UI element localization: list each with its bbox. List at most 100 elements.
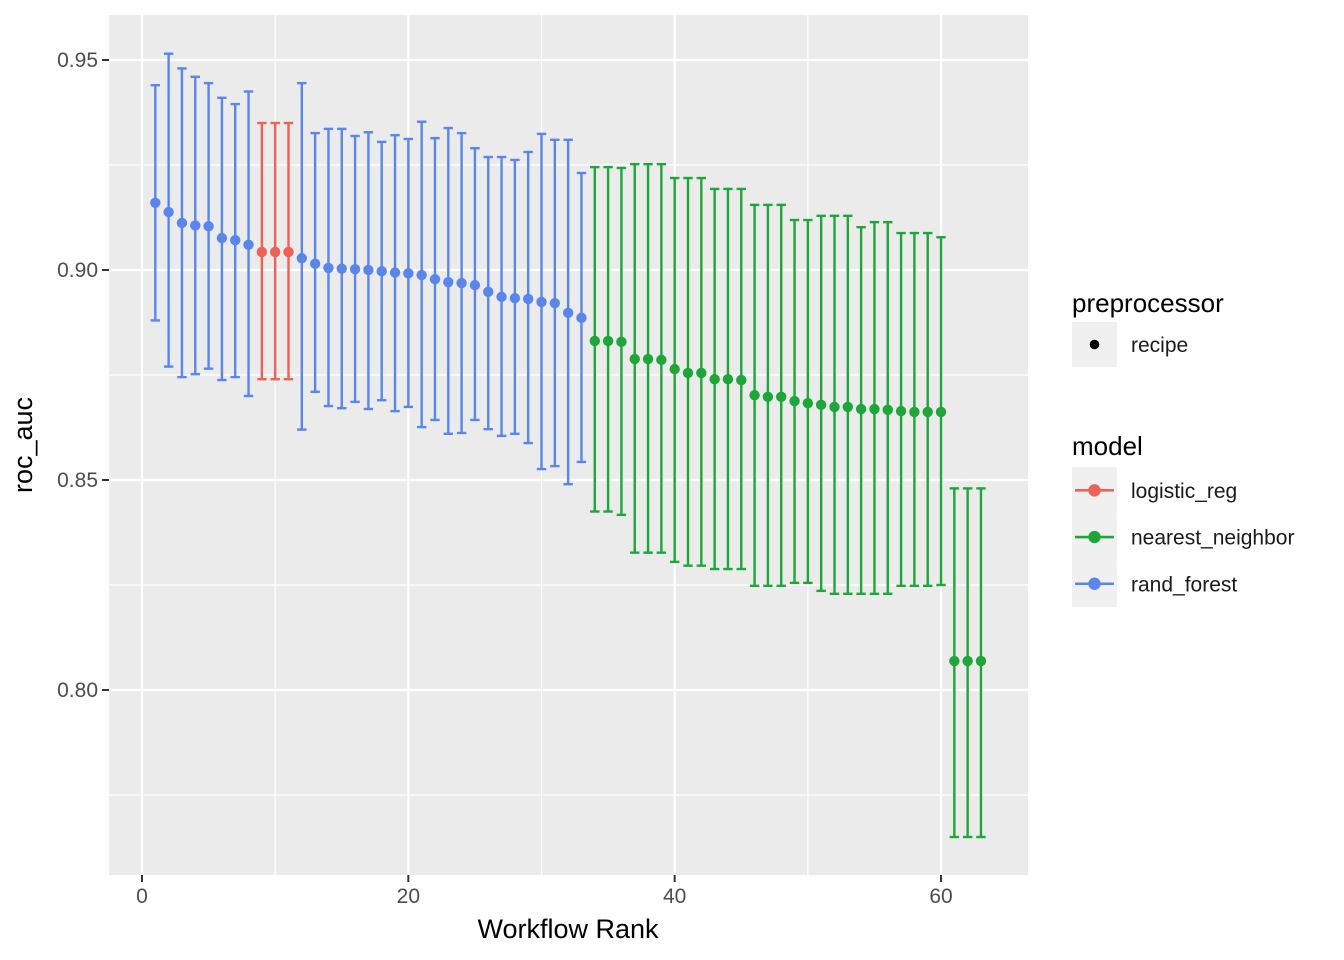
legend-preprocessor-keys: recipe (1072, 322, 1188, 367)
point-rank-35 (602, 335, 614, 347)
errorbar-rank-4 (190, 75, 201, 376)
point-rank-9 (256, 246, 268, 258)
errorbar-rank-56 (882, 220, 893, 596)
errorbar-rank-10 (269, 121, 281, 381)
point-rank-57 (895, 405, 907, 417)
errorbar-rank-49 (789, 218, 800, 585)
point-rank-30 (536, 296, 547, 308)
point-rank-24 (456, 277, 467, 289)
errorbar-rank-55 (869, 220, 880, 596)
y-tick-label: 0.80 (57, 679, 98, 702)
point-rank-4 (190, 220, 201, 231)
point-rank-17 (363, 264, 374, 276)
point-rank-40 (669, 363, 680, 375)
errorbar-rank-20 (403, 137, 414, 409)
errorbar-rank-48 (776, 203, 787, 588)
errorbar-rank-52 (829, 214, 840, 596)
errorbar-rank-57 (895, 231, 907, 588)
errorbar-rank-63 (975, 487, 987, 839)
point-rank-59 (922, 406, 933, 418)
point-rank-34 (589, 335, 600, 347)
point-rank-42 (696, 367, 707, 379)
point-rank-18 (376, 266, 387, 277)
errorbar-rank-9 (256, 121, 268, 381)
errorbar-rank-32 (562, 138, 574, 486)
x-tick-label: 0 (136, 885, 148, 908)
point-rank-26 (483, 286, 494, 298)
point-rank-28 (509, 292, 521, 304)
errorbar-rank-44 (722, 187, 734, 571)
point-rank-13 (309, 258, 321, 269)
point-rank-37 (629, 353, 640, 365)
errorbar-rank-60 (935, 236, 947, 587)
legend: preprocessor recipe model logistic_regne… (1072, 288, 1294, 608)
y-tick-label: 0.90 (57, 259, 98, 282)
point-rank-19 (389, 267, 401, 278)
point-rank-14 (323, 262, 334, 274)
errorbar-rank-19 (389, 133, 401, 413)
errorbar-rank-18 (376, 140, 387, 402)
point-rank-29 (522, 293, 534, 305)
point-rank-33 (576, 312, 587, 324)
point-rank-2 (163, 206, 174, 218)
point-rank-47 (762, 391, 774, 403)
point-rank-16 (349, 263, 361, 275)
point-rank-11 (283, 246, 294, 258)
axis-ticks: 0 20 40 60 0.95 0.90 0.85 0.80 (57, 49, 953, 908)
errorbar-rank-12 (296, 81, 308, 431)
x-tick-label: 20 (397, 885, 420, 908)
point-rank-62 (962, 655, 973, 667)
errorbar-rank-47 (762, 203, 774, 588)
point-rank-51 (815, 399, 827, 411)
x-tick-label: 60 (929, 885, 952, 908)
errorbar-rank-2 (163, 52, 174, 368)
errorbar-rank-39 (656, 162, 667, 554)
point-rank-7 (230, 234, 241, 246)
errorbar-rank-36 (616, 166, 627, 517)
errorbar-rank-27 (496, 155, 507, 438)
point-rank-1 (150, 197, 161, 208)
point-rank-6 (216, 232, 228, 244)
point-rank-36 (616, 336, 627, 348)
legend-label-logistic_reg: logistic_reg (1131, 480, 1237, 503)
point-rank-20 (403, 268, 414, 279)
legend-model-keys: logistic_reg nearest_neighbor rand_forest (1072, 467, 1294, 608)
y-tick-label: 0.95 (57, 49, 98, 72)
point-rank-44 (722, 374, 734, 385)
point-rank-48 (776, 391, 787, 403)
point-rank-45 (736, 374, 747, 386)
errorbar-rank-26 (483, 155, 494, 431)
errorbar-rank-50 (802, 218, 814, 585)
point-rank-58 (909, 406, 920, 418)
errorbar-rank-16 (349, 134, 361, 404)
errorbar-rank-5 (203, 81, 214, 370)
errorbar-rank-13 (309, 131, 321, 393)
errorbar-rank-41 (682, 176, 694, 567)
errorbar-rank-42 (696, 176, 707, 567)
errorbar-rank-21 (416, 120, 427, 429)
point-rank-56 (882, 404, 893, 416)
errorbar-rank-17 (363, 131, 374, 411)
legend-label-recipe: recipe (1131, 334, 1188, 357)
errorbar-rank-35 (602, 165, 614, 513)
errorbar-rank-62 (962, 487, 973, 839)
errorbar-rank-7 (230, 102, 241, 379)
errorbar-rank-8 (243, 90, 254, 398)
point-rank-43 (709, 374, 720, 385)
errorbar-rank-53 (842, 214, 854, 596)
point-rank-38 (642, 353, 654, 365)
point-rank-52 (829, 401, 840, 413)
point-rank-54 (855, 403, 867, 415)
point-rank-32 (562, 307, 574, 319)
point-rank-61 (949, 655, 960, 667)
legend-point-icon (1088, 484, 1101, 497)
errorbar-rank-22 (429, 136, 441, 422)
errorbar-rank-33 (576, 171, 587, 464)
y-axis-title: roc_auc (8, 397, 38, 493)
legend-point-icon (1088, 577, 1101, 590)
y-tick-label: 0.85 (57, 469, 98, 492)
legend-label-rand_forest: rand_forest (1131, 573, 1237, 596)
errorbar-rank-59 (922, 231, 933, 588)
errorbar-rank-1 (150, 83, 161, 322)
